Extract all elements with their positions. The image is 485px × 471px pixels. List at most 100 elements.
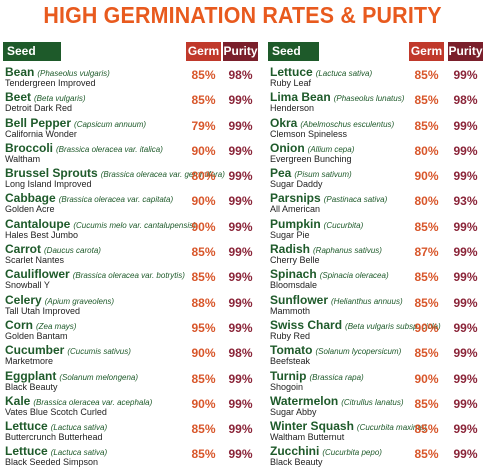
table-row: Pea (Pisum sativum) Sugar Daddy 90% 99%	[268, 162, 482, 189]
seed-latin-name: (Cucurbita maxima)	[356, 423, 427, 433]
table-row: Parsnips (Pastinaca sativa) All American 80…	[268, 187, 482, 214]
right-seed-table: Seed Germ Purity Lettuce (Lactuca sativa)…	[268, 42, 483, 467]
seed-variety: Black Seeded Simpson	[5, 457, 99, 468]
purity-rate: 99%	[453, 118, 478, 133]
seed-latin-name: (Capsicum annuum)	[74, 119, 147, 129]
purity-rate: 99%	[228, 295, 253, 310]
seed-name: Lettuce	[5, 419, 48, 434]
seed-name-line: Corn (Zea mays)	[5, 319, 76, 333]
germ-rate: 90%	[414, 320, 439, 335]
seed-latin-name: (Lactuca sativa)	[50, 423, 108, 433]
seed-name-line: Radish (Raphanus sativus)	[270, 243, 382, 257]
seed-name: Cabbage	[5, 191, 56, 206]
seed-name: Pumpkin	[270, 216, 321, 231]
seed-variety: Beefsteak	[270, 356, 311, 367]
germ-rate: 88%	[191, 295, 216, 310]
seed-variety: Bloomsdale	[270, 280, 318, 291]
seed-latin-name: (Abelmoschus esculentus)	[300, 119, 395, 129]
seed-name-line: Cantaloupe (Cucumis melo var. cantalupens…	[5, 218, 196, 232]
germ-rate: 85%	[414, 396, 439, 411]
table-header: Seed Germ Purity	[3, 42, 258, 61]
seed-variety: Shogoin	[270, 381, 304, 392]
seed-name: Zucchini	[270, 444, 320, 459]
seed-name-line: Cabbage (Brassica oleracea var. capitata)	[5, 192, 173, 206]
purity-column-header: Purity	[223, 42, 258, 61]
seed-latin-name: (Zea mays)	[36, 321, 77, 331]
germ-column-header: Germ	[186, 42, 221, 61]
seed-latin-name: (Cucumis melo var. cantalupensis)	[73, 220, 196, 230]
germ-rate: 85%	[414, 118, 439, 133]
seed-latin-name: (Apium graveolens)	[44, 296, 115, 306]
seed-name-line: Cauliflower (Brassica oleracea var. botry…	[5, 268, 185, 282]
seed-name-line: Lettuce (Lactuca sativa)	[270, 66, 372, 80]
purity-rate: 99%	[228, 396, 253, 411]
germ-rate: 85%	[414, 447, 439, 462]
seed-name: Carrot	[5, 242, 42, 257]
seed-name-line: Swiss Chard (Beta vulgaris subsp. cicla)	[270, 319, 441, 333]
table-header: Seed Germ Purity	[268, 42, 483, 61]
germ-rate: 80%	[191, 169, 216, 184]
table-row: Kale (Brassica oleracea var. acephala) Vat…	[3, 390, 254, 417]
seed-variety: Tall Utah Improved	[5, 305, 81, 316]
seed-variety: Waltham	[5, 153, 41, 164]
seed-name: Bean	[5, 65, 35, 79]
seed-variety: Evergreen Bunching	[270, 153, 352, 164]
seed-name-line: Lettuce (Lactuca sativa)	[5, 445, 107, 459]
seed-latin-name: (Beta vulgaris)	[34, 94, 86, 104]
seed-name: Okra	[270, 115, 298, 130]
germ-rate: 85%	[414, 422, 439, 437]
table-row: Swiss Chard (Beta vulgaris subsp. cicla) R…	[268, 314, 482, 341]
germ-rate: 87%	[414, 245, 439, 260]
seed-latin-name: (Citrullus lanatus)	[341, 397, 404, 407]
table-row: Eggplant (Solanum melongena) Black Beauty 8…	[3, 365, 254, 392]
purity-column-header: Purity	[448, 42, 483, 61]
germ-rate: 90%	[191, 396, 216, 411]
seed-variety: Marketmore	[5, 356, 54, 367]
seed-variety: Henderson	[270, 103, 315, 114]
germ-rate: 85%	[414, 270, 439, 285]
purity-rate: 99%	[453, 346, 478, 361]
table-rows: Bean (Phaseolus vulgaris) Tendergreen Impr…	[3, 61, 254, 468]
seed-name: Cucumber	[5, 343, 65, 358]
purity-rate: 99%	[453, 68, 478, 82]
purity-rate: 99%	[453, 219, 478, 234]
seed-variety: Cherry Belle	[270, 255, 320, 266]
purity-rate: 99%	[228, 143, 253, 158]
table-row: Brussel Sprouts (Brassica oleracea var. g…	[3, 162, 254, 189]
seed-latin-name: (Daucus carota)	[44, 246, 101, 256]
seed-name-line: Lettuce (Lactuca sativa)	[5, 420, 107, 434]
purity-rate: 98%	[228, 68, 253, 82]
seed-name-line: Cucumber (Cucumis sativus)	[5, 344, 131, 358]
seed-name-line: Lima Bean (Phaseolus lunatus)	[270, 91, 404, 105]
table-row: Onion (Allium cepa) Evergreen Bunching 80% 9…	[268, 137, 482, 164]
seed-variety: Waltham Butternut	[270, 432, 345, 443]
seed-variety: Detroit Dark Red	[5, 103, 73, 114]
seed-name: Turnip	[270, 368, 307, 383]
seed-name-line: Parsnips (Pastinaca sativa)	[270, 192, 387, 206]
purity-rate: 99%	[228, 245, 253, 260]
table-row: Bean (Phaseolus vulgaris) Tendergreen Impr…	[3, 61, 254, 88]
seed-name-line: Kale (Brassica oleracea var. acephala)	[5, 395, 152, 409]
seed-variety: Vates Blue Scotch Curled	[5, 406, 107, 417]
seed-name-line: Pea (Pisum sativum)	[270, 167, 352, 181]
seed-latin-name: (Helianthus annuus)	[331, 296, 403, 306]
germ-rate: 90%	[414, 169, 439, 184]
germ-rate: 90%	[191, 194, 216, 209]
seed-name-line: Brussel Sprouts (Brassica oleracea var. g…	[5, 167, 225, 181]
seed-name: Cantaloupe	[5, 216, 71, 231]
seed-name-line: Pumpkin (Cucurbita)	[270, 218, 363, 232]
seed-latin-name: (Spinacia oleracea)	[319, 271, 389, 281]
purity-rate: 99%	[228, 219, 253, 234]
seed-name-line: Okra (Abelmoschus esculentus)	[270, 117, 394, 131]
seed-name: Lettuce	[5, 444, 48, 459]
seed-latin-name: (Solanum lycopersicum)	[315, 347, 402, 357]
seed-variety: Mammoth	[270, 305, 311, 316]
seed-name-line: Sunflower (Helianthus annuus)	[270, 294, 403, 308]
seed-variety: Clemson Spineless	[270, 128, 348, 139]
seed-name: Parsnips	[270, 191, 321, 206]
seed-column-header: Seed	[268, 42, 319, 61]
purity-rate: 99%	[228, 320, 253, 335]
purity-rate: 99%	[228, 169, 253, 184]
seed-variety: Ruby Leaf	[270, 78, 312, 88]
seed-name: Radish	[270, 242, 311, 257]
